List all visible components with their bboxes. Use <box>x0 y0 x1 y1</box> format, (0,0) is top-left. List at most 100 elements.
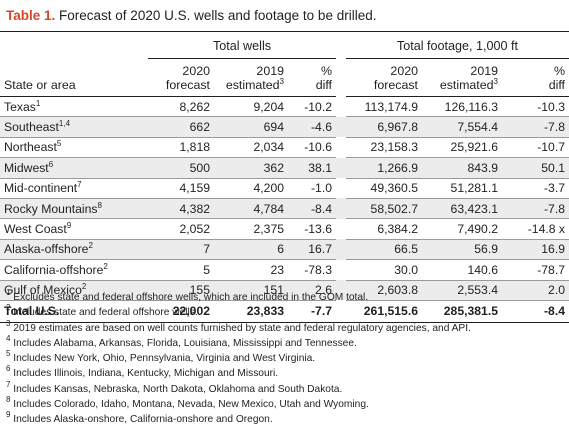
footnote: 2 Includes state and federal offshore we… <box>6 303 198 319</box>
row-state: Mid-continent7 <box>0 178 148 199</box>
cell-footage-2019: 7,490.2 <box>422 218 502 240</box>
cell-footage-2019: 2,553.4 <box>422 280 502 301</box>
total-footage-diff: -8.4 <box>502 300 569 323</box>
cell-wells-2019: 4,200 <box>214 178 288 199</box>
cell-footage-diff: -3.7 <box>502 178 569 199</box>
col-header-wells-2019: 2019 estimated3 <box>214 58 288 97</box>
row-state: Alaska-offshore2 <box>0 239 148 261</box>
cell-wells-2020: 5 <box>148 259 214 281</box>
cell-footage-diff: -7.8 <box>502 198 569 220</box>
cell-wells-2020: 155 <box>148 280 214 301</box>
cell-wells-2019: 151 <box>214 280 288 301</box>
cell-footage-2020: 23,158.3 <box>346 137 422 159</box>
row-state: Southeast1,4 <box>0 116 148 138</box>
row-state: California-offshore2 <box>0 259 148 281</box>
cell-wells-2019: 23 <box>214 259 288 281</box>
footnote: 8 Includes Colorado, Idaho, Montana, Nev… <box>6 395 369 411</box>
group-header-row: Total wells Total footage, 1,000 ft <box>0 33 569 59</box>
row-state: Northeast5 <box>0 137 148 159</box>
table-number: Table 1. <box>6 8 56 23</box>
col-header-wells-diff: % diff <box>288 58 336 97</box>
cell-footage-2020: 66.5 <box>346 239 422 261</box>
cell-wells-diff: -1.0 <box>288 178 336 199</box>
table-row: Alaska-offshore2 7 6 16.7 66.5 56.9 16.9 <box>0 239 569 261</box>
cell-footage-2020: 2,603.8 <box>346 280 422 301</box>
cell-wells-diff: -10.2 <box>288 96 336 118</box>
cell-wells-2020: 8,262 <box>148 96 214 118</box>
total-wells-2020: 22,002 <box>148 300 214 323</box>
cell-wells-2020: 500 <box>148 157 214 179</box>
cell-wells-diff: -10.6 <box>288 137 336 159</box>
cell-wells-diff: -4.6 <box>288 116 336 138</box>
total-label: Total U.S. <box>0 300 148 323</box>
group-total-footage: Total footage, 1,000 ft <box>346 33 569 59</box>
footnotes: 1 Excludes state and federal offshore we… <box>6 288 471 428</box>
footnote: 6 Includes Illinois, Indiana, Kentucky, … <box>6 364 279 380</box>
cell-footage-2020: 1,266.9 <box>346 157 422 179</box>
cell-footage-diff: -10.3 <box>502 96 569 118</box>
cell-wells-2020: 4,382 <box>148 198 214 220</box>
cell-footage-diff: 2.0 <box>502 280 569 301</box>
footnote: 9 Includes Alaska-onshore, California-on… <box>6 410 273 426</box>
table-row: Midwest6 500 362 38.1 1,266.9 843.9 50.1 <box>0 157 569 179</box>
footnote: 1 Excludes state and federal offshore we… <box>6 288 369 304</box>
cell-footage-diff: -78.7 <box>502 259 569 281</box>
cell-wells-2019: 2,034 <box>214 137 288 159</box>
table-row: West Coast9 2,052 2,375 -13.6 6,384.2 7,490.2… <box>0 218 569 240</box>
row-state: Rocky Mountains8 <box>0 198 148 220</box>
cell-footage-diff: 16.9 <box>502 239 569 261</box>
total-wells-diff: -7.7 <box>288 300 336 323</box>
cell-footage-2019: 63,423.1 <box>422 198 502 220</box>
top-rule <box>0 31 569 32</box>
table-caption: Table 1. Forecast of 2020 U.S. wells and… <box>6 8 376 23</box>
cell-footage-diff: -10.7 <box>502 137 569 159</box>
cell-footage-diff: 50.1 <box>502 157 569 179</box>
cell-wells-2019: 2,375 <box>214 218 288 240</box>
cell-wells-2019: 9,204 <box>214 96 288 118</box>
forecast-table: Total wells Total footage, 1,000 ft Stat… <box>0 33 569 323</box>
cell-footage-2019: 843.9 <box>422 157 502 179</box>
cell-wells-2019: 694 <box>214 116 288 138</box>
table-row: Northeast5 1,818 2,034 -10.6 23,158.3 25,921.… <box>0 137 569 159</box>
total-footage-2019: 285,381.5 <box>422 300 502 323</box>
table-row: Gulf of Mexico2 155 151 2.6 2,603.8 2,553.4 2.… <box>0 280 569 301</box>
cell-wells-2020: 2,052 <box>148 218 214 240</box>
cell-wells-diff: -8.4 <box>288 198 336 220</box>
cell-footage-2019: 51,281.1 <box>422 178 502 199</box>
cell-wells-diff: 2.6 <box>288 280 336 301</box>
footnote: 4 Includes Alabama, Arkansas, Florida, L… <box>6 333 357 349</box>
cell-wells-2019: 6 <box>214 239 288 261</box>
cell-wells-diff: 38.1 <box>288 157 336 179</box>
col-header-state: State or area <box>0 58 148 97</box>
table-row: California-offshore2 5 23 -78.3 30.0 140.6 -78… <box>0 259 569 281</box>
cell-footage-2019: 56.9 <box>422 239 502 261</box>
row-state: Gulf of Mexico2 <box>0 280 148 301</box>
cell-footage-2020: 30.0 <box>346 259 422 281</box>
total-row: Total U.S. 22,002 23,833 -7.7 261,515.6 285,3… <box>0 300 569 323</box>
cell-wells-2020: 662 <box>148 116 214 138</box>
row-state: Midwest6 <box>0 157 148 179</box>
total-footage-2020: 261,515.6 <box>346 300 422 323</box>
group-total-wells: Total wells <box>148 33 336 59</box>
cell-footage-2020: 49,360.5 <box>346 178 422 199</box>
cell-wells-diff: 16.7 <box>288 239 336 261</box>
table-row: Texas1 8,262 9,204 -10.2 113,174.9 126,116.3-… <box>0 96 569 118</box>
footnote: 7 Includes Kansas, Nebraska, North Dakot… <box>6 379 343 395</box>
cell-footage-2020: 6,384.2 <box>346 218 422 240</box>
footnote: 5 Includes New York, Ohio, Pennsylvania,… <box>6 349 316 365</box>
table-row: Rocky Mountains8 4,382 4,784 -8.4 58,502.7 63… <box>0 198 569 220</box>
table-title: Forecast of 2020 U.S. wells and footage … <box>55 8 377 23</box>
cell-wells-2019: 4,784 <box>214 198 288 220</box>
col-header-footage-diff: % diff <box>502 58 569 97</box>
col-header-wells-2020: 2020 forecast <box>148 58 214 97</box>
cell-footage-diff: -7.8 <box>502 116 569 138</box>
row-state: West Coast9 <box>0 218 148 240</box>
table-row: Southeast1,4 662 694 -4.6 6,967.8 7,554.4 -7.8 <box>0 116 569 138</box>
col-header-footage-2020: 2020 forecast <box>346 58 422 97</box>
cell-footage-2019: 126,116.3 <box>422 96 502 118</box>
cell-wells-diff: -78.3 <box>288 259 336 281</box>
table-row: Mid-continent7 4,159 4,200 -1.0 49,360.5 51,2… <box>0 178 569 199</box>
total-wells-2019: 23,833 <box>214 300 288 323</box>
cell-footage-2019: 140.6 <box>422 259 502 281</box>
col-header-footage-2019: 2019 estimated3 <box>422 58 502 97</box>
